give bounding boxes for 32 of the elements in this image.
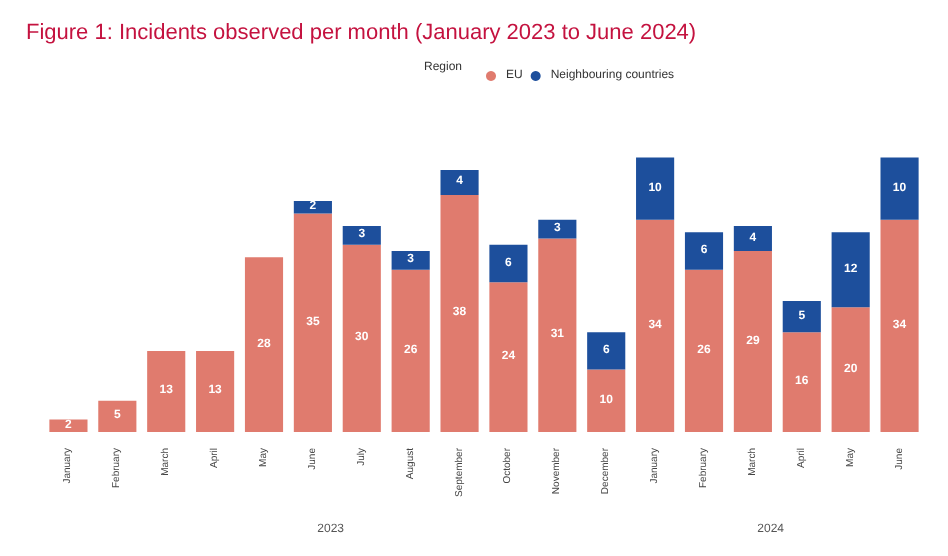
- bar: [489, 244, 528, 283]
- bar: [489, 282, 528, 432]
- bar: [831, 232, 870, 308]
- bar: [733, 251, 772, 432]
- bar: [782, 332, 821, 432]
- bar: [684, 232, 724, 270]
- bar: [293, 201, 332, 214]
- bar: [538, 238, 577, 432]
- bar: [684, 269, 724, 432]
- bar: [391, 269, 430, 432]
- bar: [587, 369, 626, 432]
- bar: [147, 350, 186, 432]
- bar: [831, 307, 870, 432]
- bar: [880, 219, 919, 432]
- bar: [391, 251, 430, 270]
- bar: [587, 332, 626, 370]
- bar: [880, 157, 919, 220]
- bar: [196, 350, 235, 432]
- bar: [342, 226, 381, 245]
- bar: [342, 244, 381, 432]
- bar: [49, 419, 88, 432]
- bar: [636, 157, 675, 220]
- bar: [733, 226, 772, 252]
- bar: [538, 219, 577, 239]
- chart-title: Figure 1: Incidents observed per month (January 2023 to June 2024): [26, 21, 697, 45]
- bar: [98, 400, 137, 432]
- bar: [244, 257, 284, 432]
- bar: [636, 219, 675, 432]
- bar: [782, 300, 821, 333]
- bar: [293, 213, 332, 432]
- bar: [440, 169, 479, 195]
- bar: [440, 194, 479, 432]
